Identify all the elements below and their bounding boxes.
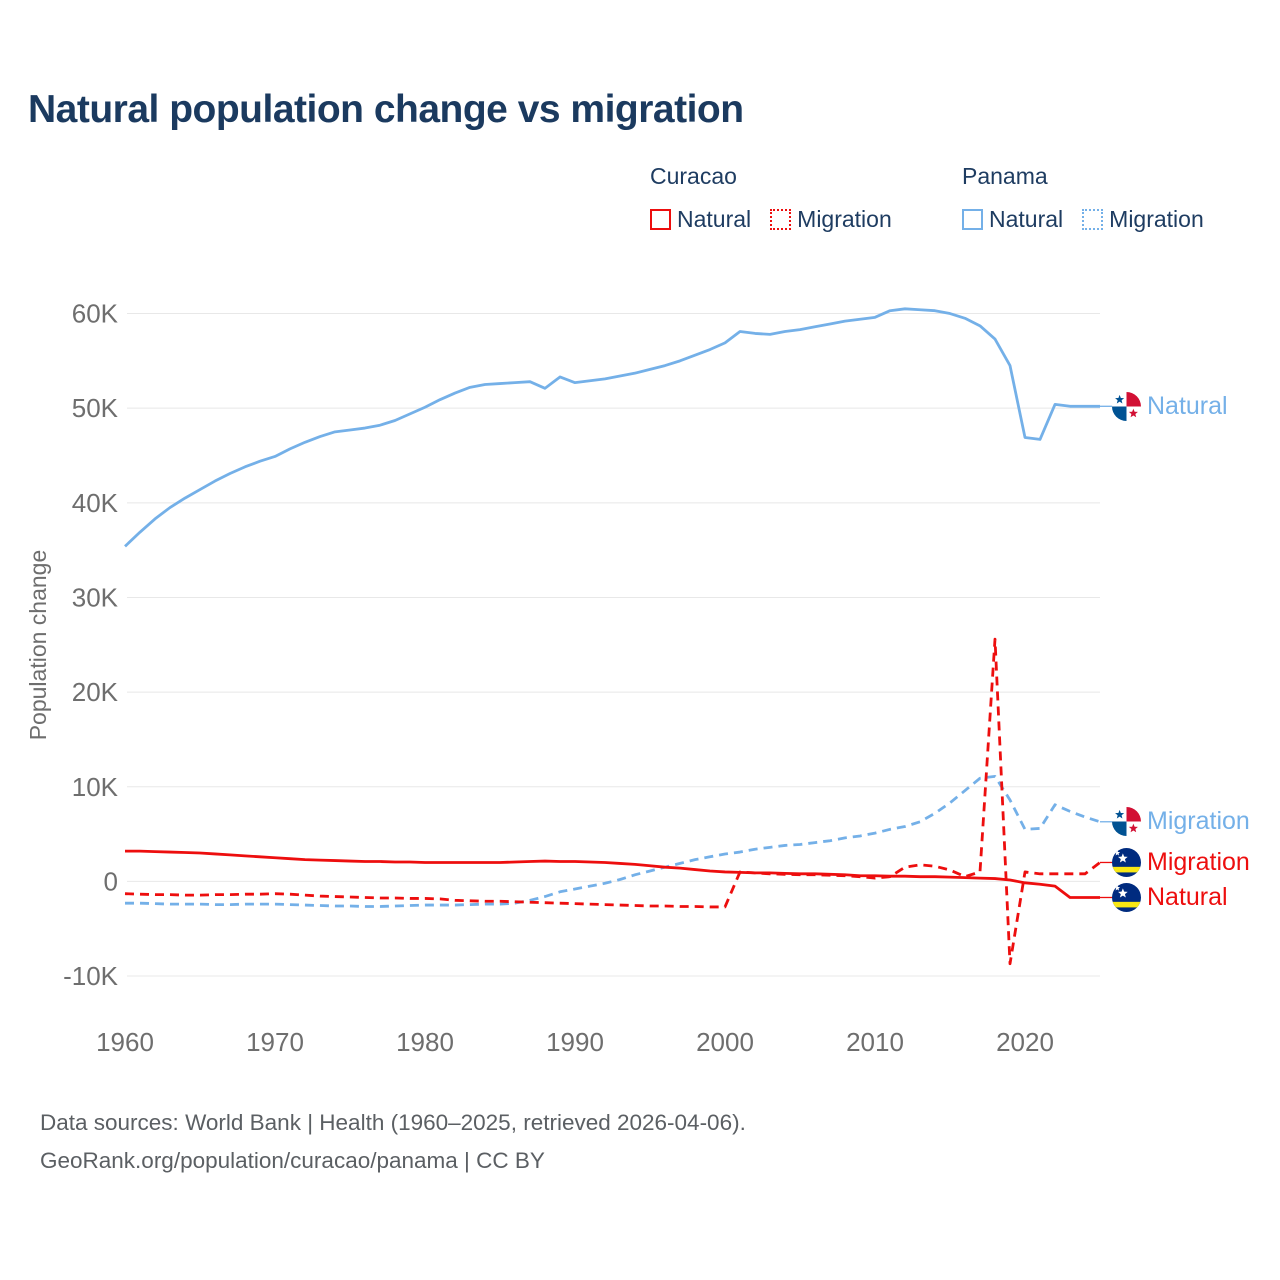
legend-row-panama: Natural Migration — [962, 206, 1204, 233]
x-tick-label: 2020 — [996, 1027, 1054, 1057]
legend-label-panama-migration: Migration — [1109, 206, 1204, 232]
series-line-curacao-migration — [124, 637, 1101, 966]
data-sources-line: Data sources: World Bank | Health (1960–… — [40, 1110, 746, 1135]
panama-flag-icon — [1112, 392, 1141, 421]
x-tick-label: 1980 — [396, 1027, 454, 1057]
legend-group-panama: Panama Natural Migration — [962, 163, 1204, 233]
legend-item-curacao-natural[interactable]: Natural — [650, 206, 751, 233]
legend-group-panama-title: Panama — [962, 163, 1048, 189]
series-label-panama-migration: Migration — [1112, 807, 1250, 836]
legend-row-curacao: Natural Migration — [650, 206, 892, 233]
x-tick-label: 2000 — [696, 1027, 754, 1057]
series-label-text: Migration — [1147, 848, 1250, 876]
legend-group-curacao-title: Curacao — [650, 163, 737, 189]
x-tick-label: 1990 — [546, 1027, 604, 1057]
legend-swatch-curacao-migration — [770, 209, 792, 230]
y-tick-label: 60K — [72, 299, 119, 329]
series-line-panama-natural — [124, 307, 1100, 548]
y-tick-label: 40K — [72, 488, 119, 518]
x-tick-label: 2010 — [846, 1027, 904, 1057]
legend-label-panama-natural: Natural — [989, 206, 1064, 232]
legend-swatch-panama-migration — [1082, 209, 1104, 230]
y-tick-label: 10K — [72, 772, 119, 802]
series-label-curacao-natural: Natural — [1112, 883, 1228, 912]
y-tick-label: -10K — [63, 961, 119, 991]
y-tick-label: 20K — [72, 677, 119, 707]
series-label-text: Natural — [1147, 883, 1228, 911]
x-tick-label: 1970 — [246, 1027, 304, 1057]
panama-flag-icon — [1112, 807, 1141, 836]
legend-swatch-curacao-natural — [650, 209, 671, 230]
chart-title: Natural population change vs migration — [28, 88, 744, 131]
series-label-text: Natural — [1147, 392, 1228, 420]
series-label-panama-natural: Natural — [1112, 392, 1228, 421]
series-line-panama-migration — [125, 774, 1101, 908]
attribution-line: GeoRank.org/population/curacao/panama | … — [40, 1148, 545, 1173]
series-line-curacao-natural — [125, 849, 1100, 899]
legend-item-panama-natural[interactable]: Natural — [962, 206, 1063, 233]
y-tick-label: 0 — [104, 866, 118, 896]
series-label-curacao-migration: Migration — [1112, 848, 1250, 877]
legend-item-panama-migration[interactable]: Migration — [1082, 206, 1204, 233]
curacao-flag-icon — [1112, 848, 1141, 877]
y-tick-label: 50K — [72, 393, 119, 423]
x-tick-label: 1960 — [96, 1027, 154, 1057]
curacao-flag-icon — [1112, 883, 1141, 912]
y-tick-label: 30K — [72, 582, 119, 612]
series-label-text: Migration — [1147, 807, 1250, 835]
legend-label-curacao-natural: Natural — [677, 206, 752, 232]
legend-swatch-panama-natural — [962, 209, 983, 230]
legend-item-curacao-migration[interactable]: Migration — [770, 206, 892, 233]
legend-group-curacao: Curacao Natural Migration — [650, 163, 892, 233]
legend-label-curacao-migration: Migration — [797, 206, 892, 232]
y-axis-title: Population change — [25, 550, 51, 741]
